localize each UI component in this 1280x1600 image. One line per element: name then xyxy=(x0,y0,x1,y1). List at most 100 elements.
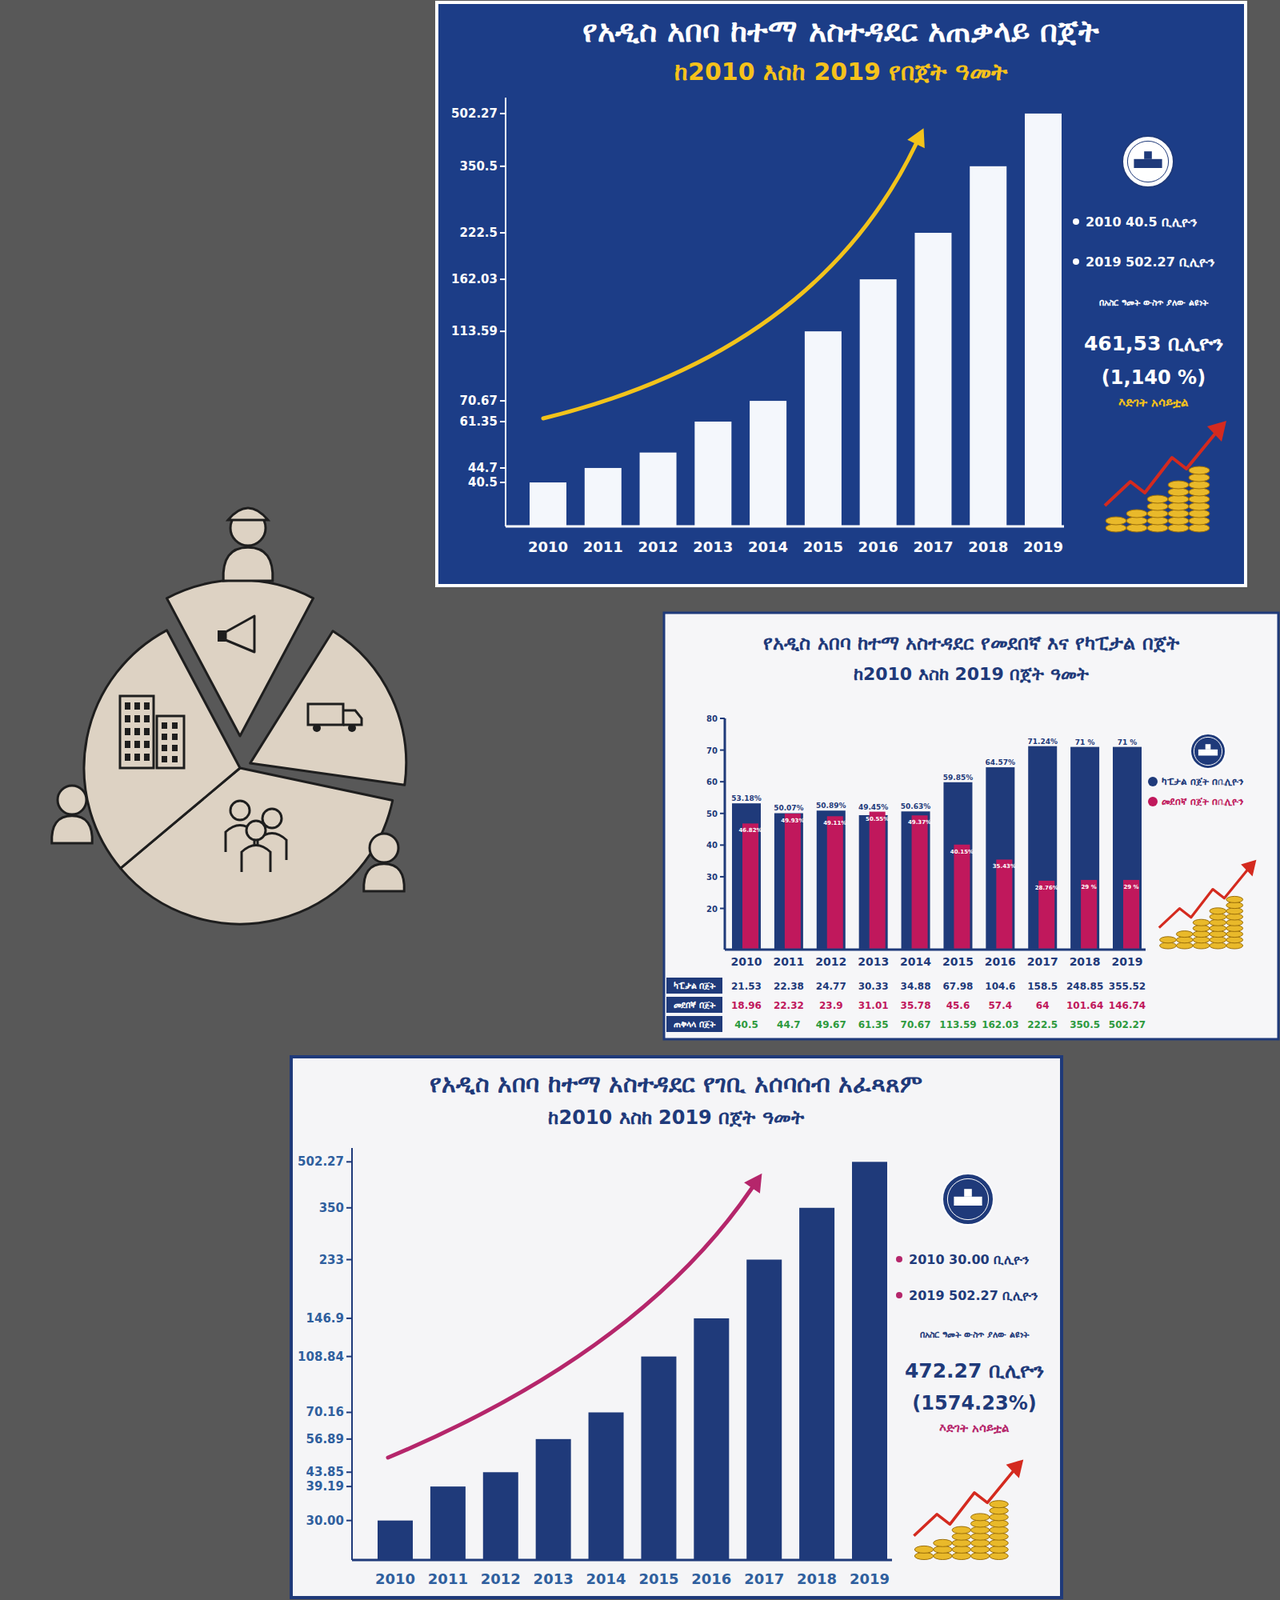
helmet xyxy=(228,508,268,520)
row-label: ጠቅላላ በጀት xyxy=(673,1019,716,1030)
y-tick xyxy=(720,844,725,846)
megaphone-icon xyxy=(225,616,255,652)
data-label: 50.55% xyxy=(865,816,889,823)
coin xyxy=(989,1500,1008,1508)
y-tick-label: 146.9 xyxy=(306,1311,344,1326)
logo-ring xyxy=(1193,736,1222,765)
y-tick-label: 50 xyxy=(706,809,718,819)
bar xyxy=(1024,113,1062,527)
trend-arrow xyxy=(1104,433,1216,506)
coins-icon xyxy=(1104,420,1227,532)
data-label: 40.15% xyxy=(950,848,974,856)
annotation: 2010 40.5 ቢሊዮን xyxy=(1085,214,1197,230)
row-header xyxy=(666,977,723,994)
bar xyxy=(732,803,761,950)
trend-arrow-head xyxy=(1207,420,1227,442)
table-cell: 49.67 xyxy=(816,1019,847,1031)
y-tick-label: 162.03 xyxy=(451,272,498,287)
table-cell: 21.53 xyxy=(731,980,762,992)
bar xyxy=(1070,747,1100,950)
bar xyxy=(1112,747,1142,950)
data-label: 50.07% xyxy=(773,804,804,812)
table-cell: 222.5 xyxy=(1027,1019,1058,1031)
y-axis xyxy=(504,97,507,527)
logo-ring xyxy=(947,1178,988,1220)
coin xyxy=(1192,919,1210,926)
y-tick xyxy=(500,330,506,332)
table-cell: 248.85 xyxy=(1066,980,1104,992)
x-tick-label: 2019 xyxy=(1023,538,1064,556)
pie-wedge xyxy=(250,631,407,786)
y-tick xyxy=(346,1317,352,1320)
y-tick xyxy=(346,1520,352,1522)
y-tick xyxy=(500,481,506,484)
x-tick-label: 2013 xyxy=(857,955,889,968)
logo-building xyxy=(1198,749,1218,756)
x-tick-label: 2015 xyxy=(803,538,844,556)
row-header xyxy=(666,1016,723,1032)
y-tick xyxy=(500,232,506,234)
truck-wheel xyxy=(312,724,321,732)
window xyxy=(144,728,150,736)
x-tick-label: 2016 xyxy=(984,955,1016,968)
y-tick xyxy=(500,420,506,423)
logo-tower xyxy=(1205,744,1212,750)
annotation: (1574.23%) xyxy=(912,1392,1036,1415)
x-tick-label: 2011 xyxy=(772,955,804,968)
x-tick-label: 2011 xyxy=(428,1570,468,1588)
y-tick xyxy=(500,112,506,115)
table-cell: 355.52 xyxy=(1108,980,1146,992)
chart-2: የአዲስ አበባ ከተማ አስተዳደር የገቢ አሰባሰብ አፈጻጸምከ2010… xyxy=(297,1069,1044,1588)
x-tick-label: 2013 xyxy=(692,538,733,556)
legend-label: ካፒታል በጀት በቢሊዮን xyxy=(1161,776,1244,788)
bar xyxy=(584,468,622,527)
annotation: በአስር ዓመት ውስጥ ያለው ልዩነት xyxy=(1099,297,1208,308)
bar xyxy=(996,859,1012,950)
bar xyxy=(430,1486,466,1560)
y-tick-label: 80 xyxy=(706,714,718,724)
coin xyxy=(971,1513,990,1521)
annotation: 461,53 ቢሊዮን xyxy=(1084,332,1224,356)
bars xyxy=(732,746,1142,950)
coin xyxy=(1126,509,1148,518)
y-tick-label: 350.5 xyxy=(460,159,498,174)
logo-building xyxy=(953,1196,982,1206)
coin xyxy=(1160,936,1177,944)
person-head xyxy=(57,785,87,815)
window xyxy=(124,740,131,748)
y-tick xyxy=(346,1356,352,1358)
window xyxy=(144,753,150,761)
x-tick-label: 2018 xyxy=(968,538,1008,556)
x-tick-label: 2012 xyxy=(815,955,847,968)
x-tick-label: 2012 xyxy=(638,538,679,556)
growth-arrow-head xyxy=(907,128,925,148)
bar xyxy=(746,1260,782,1560)
y-tick xyxy=(346,1259,352,1261)
megaphone-icon xyxy=(217,630,226,642)
bullet xyxy=(1072,218,1080,225)
bar xyxy=(640,452,677,527)
window xyxy=(172,733,178,740)
annotation: 2019 502.27 ቢሊዮን xyxy=(908,1288,1038,1304)
x-axis xyxy=(352,1559,892,1562)
panel xyxy=(436,2,1246,586)
y-tick-label: 233 xyxy=(319,1252,344,1268)
y-tick-label: 43.85 xyxy=(306,1464,344,1480)
window xyxy=(124,702,131,710)
y-tick-label: 502.27 xyxy=(297,1154,344,1169)
legend-label: መደበኛ በጀት በቢሊዮን xyxy=(1161,796,1244,808)
pie-illustration xyxy=(52,508,407,924)
truck-icon xyxy=(343,710,362,725)
bar xyxy=(529,482,567,527)
window xyxy=(134,753,140,761)
x-tick-label: 2015 xyxy=(942,955,974,968)
row-label: ካፒታል በጀት xyxy=(673,980,717,992)
window xyxy=(161,722,168,729)
logo-ring xyxy=(1127,140,1168,182)
subtitle: ከ2010 እስከ 2019 በጀት ዓመት xyxy=(853,664,1090,684)
coin xyxy=(1209,908,1227,915)
annotation: እድገት አሳይቷል xyxy=(1118,395,1189,410)
y-tick-label: 44.7 xyxy=(468,460,498,476)
y-tick-label: 70.67 xyxy=(460,393,498,408)
window xyxy=(172,722,178,729)
